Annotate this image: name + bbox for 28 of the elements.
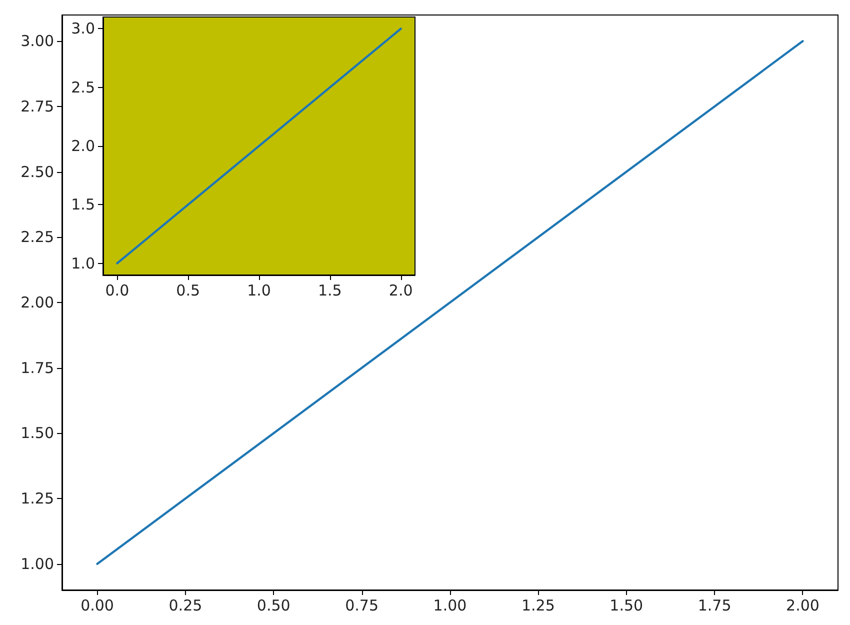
x-tick-label: 0.0 xyxy=(105,282,130,300)
x-tick-label: 2.0 xyxy=(388,282,413,300)
y-tick-label: 1.75 xyxy=(20,358,54,377)
x-tick-label: 1.0 xyxy=(247,282,271,300)
y-tick-label: 1.50 xyxy=(20,424,54,442)
x-tick-label: 1.50 xyxy=(610,596,644,614)
x-tick-label: 1.25 xyxy=(521,596,555,614)
y-tick-label: 3.0 xyxy=(71,20,95,38)
x-tick-label: 1.75 xyxy=(698,596,732,614)
y-tick-label: 2.75 xyxy=(20,97,54,116)
y-tick-label: 1.00 xyxy=(20,554,54,573)
y-tick-label: 2.00 xyxy=(20,294,54,312)
y-tick-label: 1.0 xyxy=(71,254,95,272)
y-tick-label: 2.0 xyxy=(71,137,95,155)
y-tick-label: 1.25 xyxy=(20,490,54,508)
x-tick-label: 0.75 xyxy=(345,596,379,614)
y-tick-label: 3.00 xyxy=(20,32,54,50)
x-tick-label: 0.50 xyxy=(256,596,290,614)
x-tick-label: 0.5 xyxy=(176,282,200,300)
x-tick-label: 1.5 xyxy=(318,282,342,300)
y-tick-label: 1.5 xyxy=(71,196,95,214)
x-tick-label: 1.00 xyxy=(433,596,467,614)
x-tick-label: 0.00 xyxy=(80,596,114,614)
y-tick-label: 2.25 xyxy=(20,228,54,246)
x-tick-label: 0.25 xyxy=(168,596,202,614)
y-tick-label: 2.5 xyxy=(71,78,95,96)
y-tick-label: 2.50 xyxy=(20,162,54,181)
x-tick-label: 2.00 xyxy=(786,596,820,614)
